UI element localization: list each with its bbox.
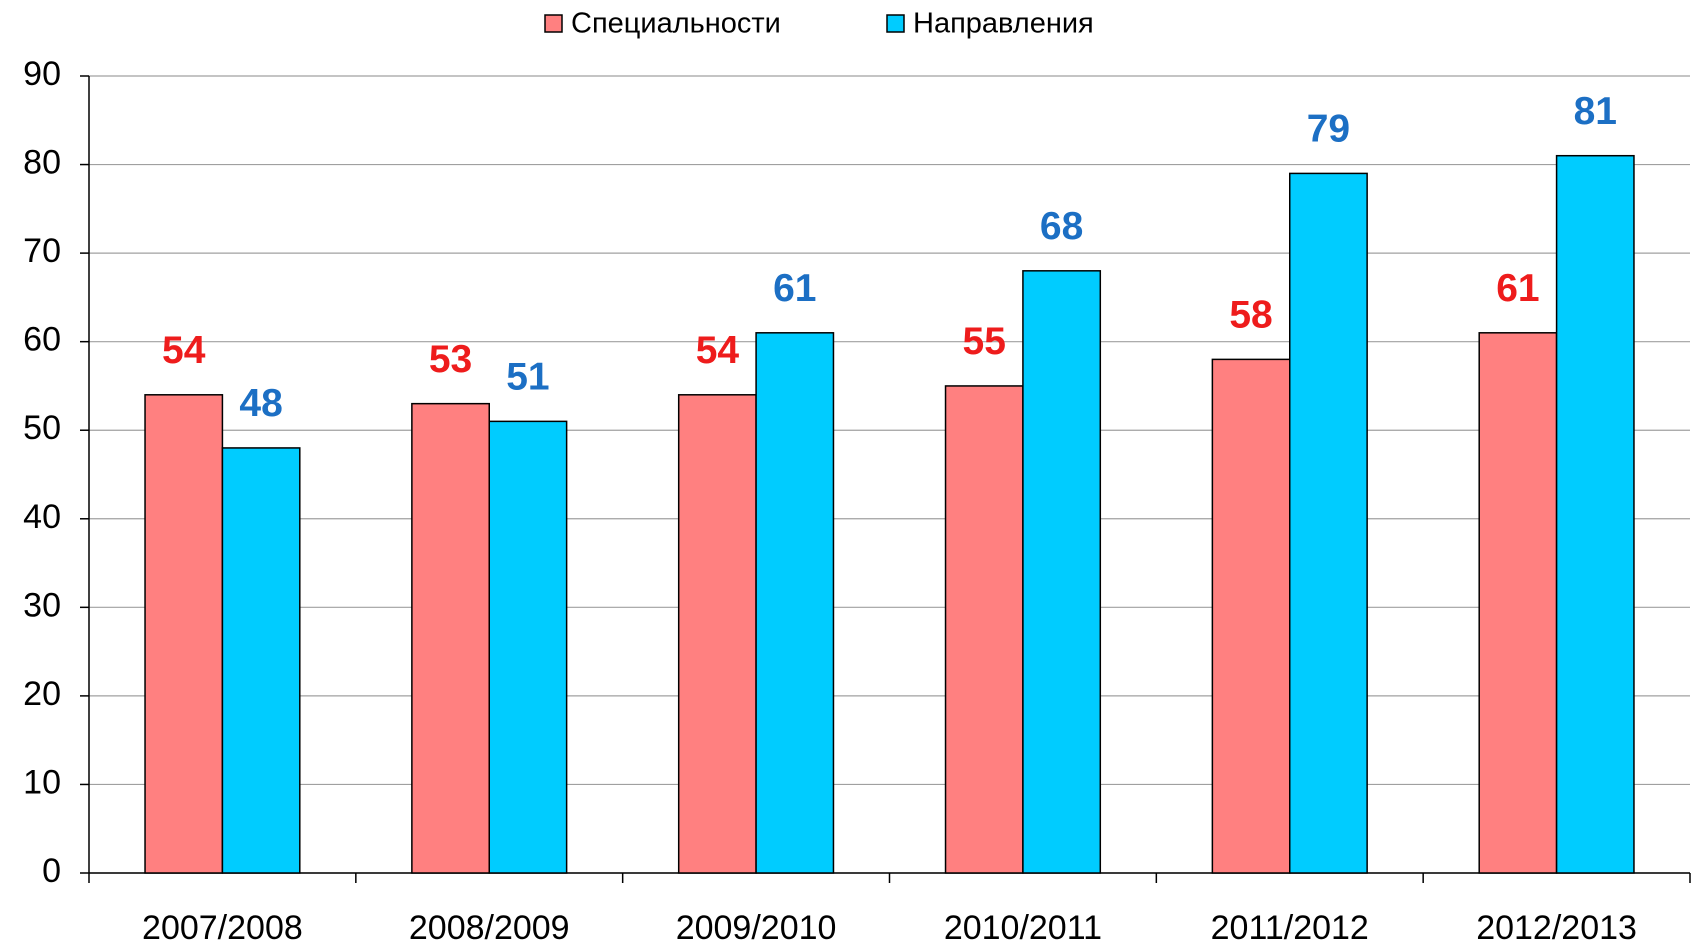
bar [755,332,835,874]
value-label: 61 [773,267,816,310]
y-tick-label: 30 [23,586,61,624]
bar [488,420,568,874]
value-label: 79 [1307,108,1350,151]
bar [1289,172,1368,874]
x-tick-label: 2010/2011 [944,909,1102,947]
y-tick-label: 80 [23,144,61,182]
bar [221,447,301,874]
legend-label: Специальности [571,8,781,40]
x-tick-label: 2012/2013 [1476,909,1637,947]
y-tick-label: 50 [23,409,61,447]
value-label: 48 [239,382,282,425]
value-label: 81 [1574,90,1617,133]
bar [1022,270,1102,874]
value-label: 58 [1229,294,1272,337]
value-label: 61 [1496,267,1539,310]
x-tick-label: 2009/2010 [676,909,837,947]
bar [144,394,224,874]
bar [944,385,1024,874]
value-label: 68 [1040,205,1083,248]
value-label: 54 [696,329,740,372]
bar [1478,332,1558,874]
x-tick-label: 2011/2012 [1211,909,1369,947]
value-label: 55 [963,320,1006,363]
y-tick-label: 0 [42,852,61,890]
legend-label: Направления [913,8,1094,40]
y-tick-label: 60 [23,321,61,359]
bar [677,394,757,874]
y-tick-label: 70 [23,232,61,270]
value-label: 51 [506,356,549,399]
y-tick-label: 20 [23,675,61,713]
legend-swatch [886,14,905,33]
y-tick-label: 10 [23,763,61,801]
bar [1211,358,1291,874]
value-label: 54 [162,329,206,372]
y-tick-label: 40 [23,498,61,536]
x-tick-label: 2008/2009 [409,909,570,947]
legend-swatch [544,14,563,33]
x-tick-label: 2007/2008 [142,909,303,947]
y-tick-label: 90 [23,55,61,93]
value-label: 53 [429,338,472,381]
bar [1555,154,1635,874]
bar [411,402,491,874]
